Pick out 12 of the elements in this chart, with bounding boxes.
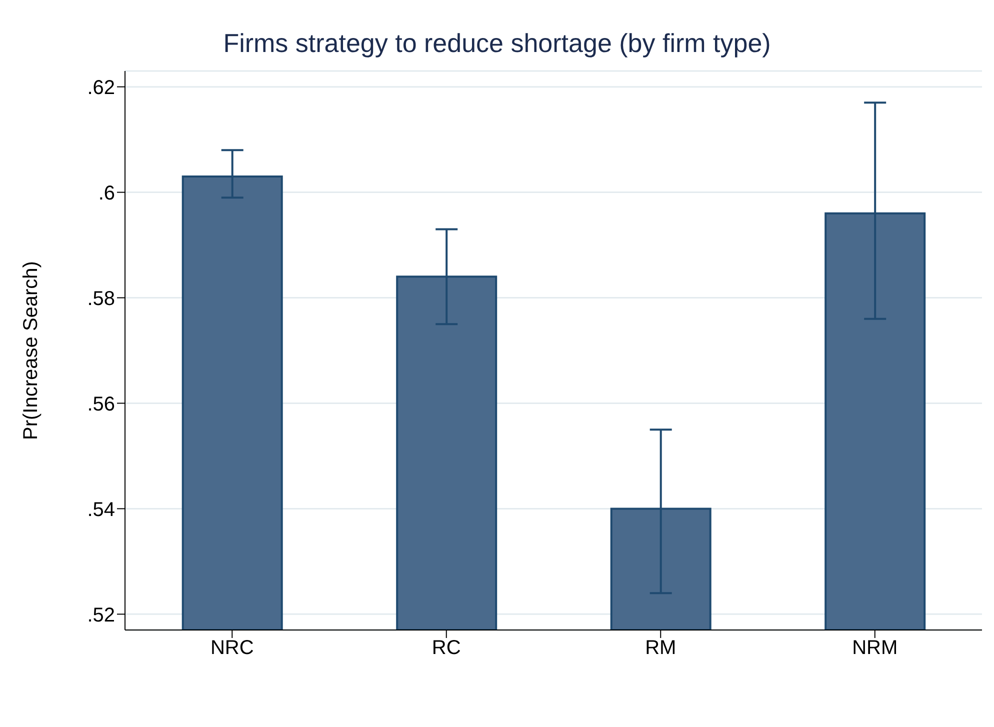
y-tick-label: .58 (87, 288, 115, 310)
y-tick-label: .6 (98, 182, 115, 204)
y-tick-label: .62 (87, 76, 115, 99)
y-tick-label: .56 (87, 393, 115, 416)
y-tick-label: .52 (87, 604, 115, 626)
x-tick-label: NRC (210, 637, 254, 660)
x-tick-label: NRM (852, 637, 898, 660)
y-tick-label: .54 (87, 498, 115, 521)
x-tick-label: RM (645, 637, 676, 660)
chart-title: Firms strategy to reduce shortage (by firm type) (222, 28, 772, 59)
x-tick-label: RC (432, 637, 461, 660)
y-axis-title: Pr(Increase Search) (20, 261, 42, 440)
